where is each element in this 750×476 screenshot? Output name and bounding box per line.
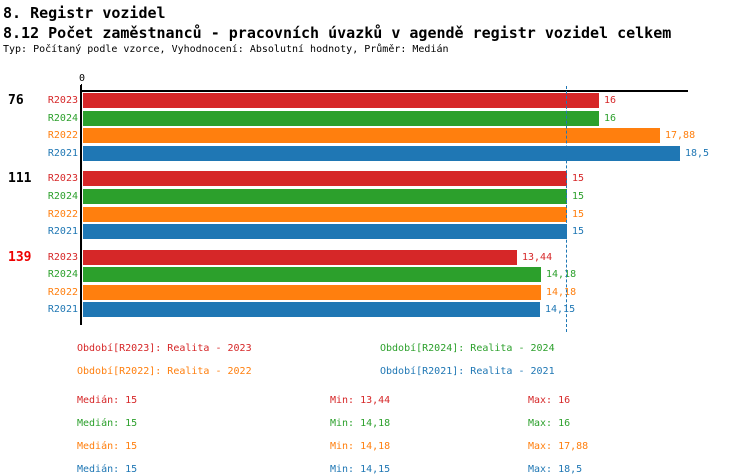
bar xyxy=(83,145,680,161)
stat-median-r2021: Medián: 15 xyxy=(77,464,138,475)
bar xyxy=(83,249,517,265)
legend-item-r2024: Období[R2024]: Realita - 2024 xyxy=(380,343,555,354)
bar xyxy=(83,224,567,240)
group-label: 76 xyxy=(8,93,24,108)
stat-min-r2024: Min: 14,18 xyxy=(330,418,391,429)
stat-median-r2023: Medián: 15 xyxy=(77,395,138,406)
bar xyxy=(83,93,599,108)
bar-value-label: 15 xyxy=(572,226,585,238)
legend-item-r2022: Období[R2022]: Realita - 2022 xyxy=(77,366,252,377)
bar-row-label: R2021 xyxy=(47,226,78,238)
stat-min-r2023: Min: 13,44 xyxy=(330,395,391,406)
chart-meta: Typ: Počítaný podle vzorce, Vyhodnocení:… xyxy=(3,44,449,55)
bar-value-label: 16 xyxy=(604,95,617,106)
bar xyxy=(83,188,567,204)
section-title: 8. Registr vozidel xyxy=(3,4,166,22)
bar-value-label: 15 xyxy=(572,173,585,185)
bar-value-label: 17,88 xyxy=(665,130,696,142)
group-label: 111 xyxy=(8,171,32,187)
bar-row-label: R2024 xyxy=(47,269,78,281)
bar-row-label: R2021 xyxy=(47,147,78,159)
stat-max-r2022: Max: 17,88 xyxy=(528,441,589,452)
bar-row-label: R2024 xyxy=(47,190,78,202)
legend-item-r2021: Období[R2021]: Realita - 2021 xyxy=(380,366,555,377)
stat-max-r2023: Max: 16 xyxy=(528,395,571,406)
y-axis-line xyxy=(80,85,82,325)
bar xyxy=(83,267,541,283)
bar-row-label: R2023 xyxy=(47,251,78,263)
stat-max-r2024: Max: 16 xyxy=(528,418,571,429)
bar-value-label: 15 xyxy=(572,190,585,202)
bar-row-label: R2021 xyxy=(47,304,78,316)
bar xyxy=(83,110,599,126)
bar-row-label: R2022 xyxy=(47,130,78,142)
bar-row-label: R2022 xyxy=(47,286,78,298)
bar-value-label: 14,15 xyxy=(545,304,576,316)
stat-median-r2024: Medián: 15 xyxy=(77,418,138,429)
bar-value-label: 15 xyxy=(572,208,585,220)
bar-value-label: 14,18 xyxy=(546,269,577,281)
bar xyxy=(83,302,540,318)
bar-value-label: 18,5 xyxy=(685,147,710,159)
bar-value-label: 16 xyxy=(604,112,617,124)
bar-value-label: 14,18 xyxy=(546,286,577,298)
bar-row-label: R2023 xyxy=(47,95,78,106)
bar-row-label: R2022 xyxy=(47,208,78,220)
stat-min-r2022: Min: 14,18 xyxy=(330,441,391,452)
stat-max-r2021: Max: 18,5 xyxy=(528,464,583,475)
bar xyxy=(83,206,567,222)
x-axis-line xyxy=(81,90,688,92)
stat-median-r2022: Medián: 15 xyxy=(77,441,138,452)
bar xyxy=(83,171,567,187)
chart-title: 8.12 Počet zaměstnanců - pracovních úvaz… xyxy=(3,24,672,42)
stat-min-r2021: Min: 14,15 xyxy=(330,464,391,475)
legend-item-r2023: Období[R2023]: Realita - 2023 xyxy=(77,343,252,354)
median-line xyxy=(566,86,567,332)
x-axis-zero-tick-label: 0 xyxy=(78,73,86,84)
bar xyxy=(83,284,541,300)
group-label: 139 xyxy=(8,249,32,265)
bar xyxy=(83,128,660,144)
bar-value-label: 13,44 xyxy=(522,251,553,263)
bar-row-label: R2024 xyxy=(47,112,78,124)
bar-row-label: R2023 xyxy=(47,173,78,185)
